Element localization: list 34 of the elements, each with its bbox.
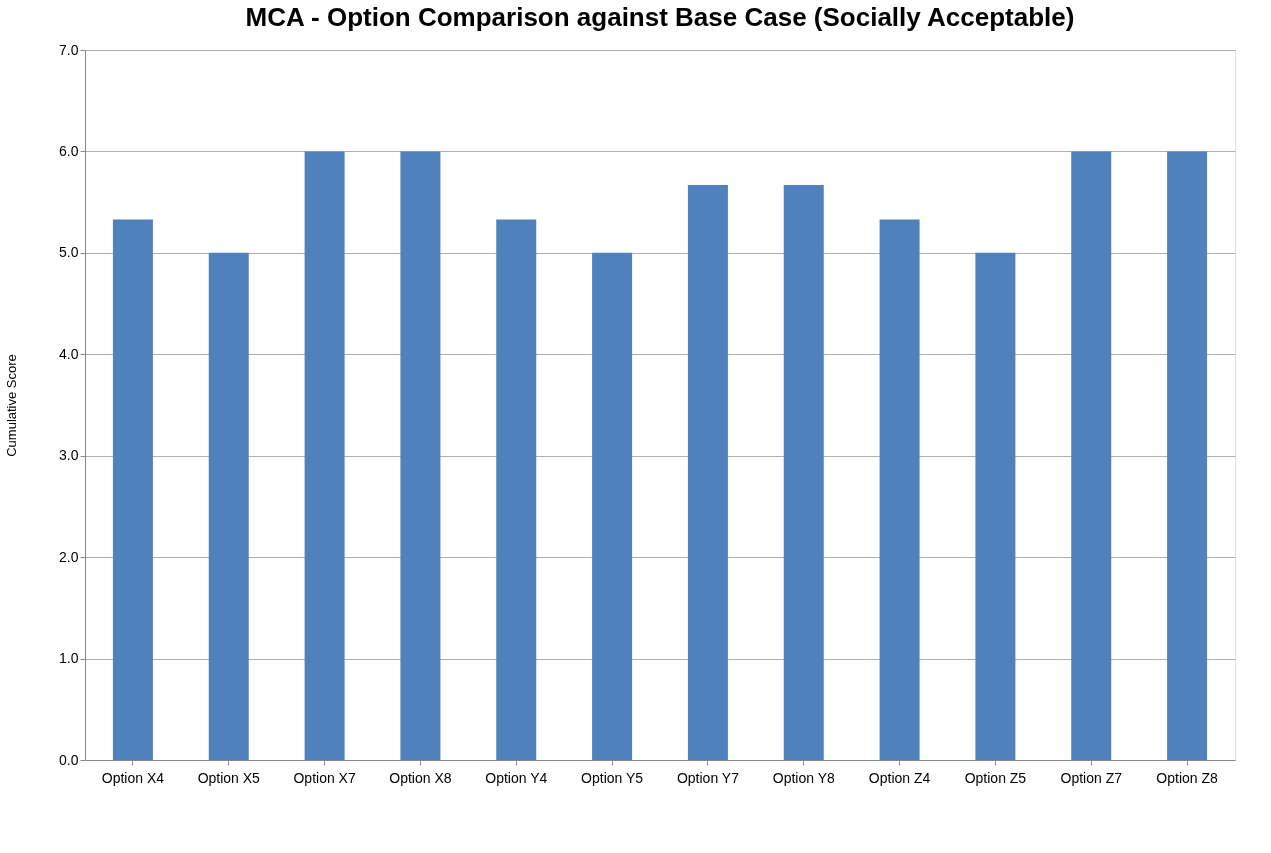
y-tick-label: 0.0 [59, 751, 79, 768]
x-tick-label: Option X4 [101, 769, 165, 786]
bar [496, 219, 537, 760]
x-tick-label: Option Y8 [772, 769, 835, 786]
x-tick-label: Option Z7 [1060, 769, 1123, 786]
bar [975, 252, 1016, 760]
bar [400, 151, 441, 760]
y-tick-label: 1.0 [59, 650, 79, 667]
x-tick-label: Option Y7 [676, 769, 740, 786]
y-tick-label: 7.0 [59, 41, 79, 58]
x-tick-label: Option Z8 [1156, 769, 1219, 786]
y-tick-label: 4.0 [59, 345, 79, 362]
y-axis-title: Cumulative Score [4, 354, 20, 457]
bar [304, 151, 345, 760]
x-tick-label: Option X8 [389, 769, 452, 786]
y-tick-label: 2.0 [59, 548, 79, 565]
bar [208, 252, 249, 760]
bar [783, 184, 824, 760]
x-tick-label: Option Y5 [581, 769, 644, 786]
x-tick-label: Option X7 [293, 769, 356, 786]
x-tick-label: Option Z4 [868, 769, 931, 786]
bar [687, 184, 728, 760]
x-tick-label: Option Z5 [964, 769, 1027, 786]
y-tick-label: 5.0 [59, 244, 79, 261]
x-tick-label: Option Y4 [485, 769, 548, 786]
y-tick-label: 6.0 [59, 142, 79, 159]
bar [1071, 151, 1112, 760]
y-tick-label: 3.0 [59, 447, 79, 464]
bar [1167, 151, 1208, 760]
bar [112, 219, 153, 760]
bar [592, 252, 633, 760]
bar [879, 219, 920, 760]
chart-title: MCA - Option Comparison against Base Case (Socially Acceptable) [245, 2, 1075, 32]
x-tick-label: Option X5 [197, 769, 261, 786]
